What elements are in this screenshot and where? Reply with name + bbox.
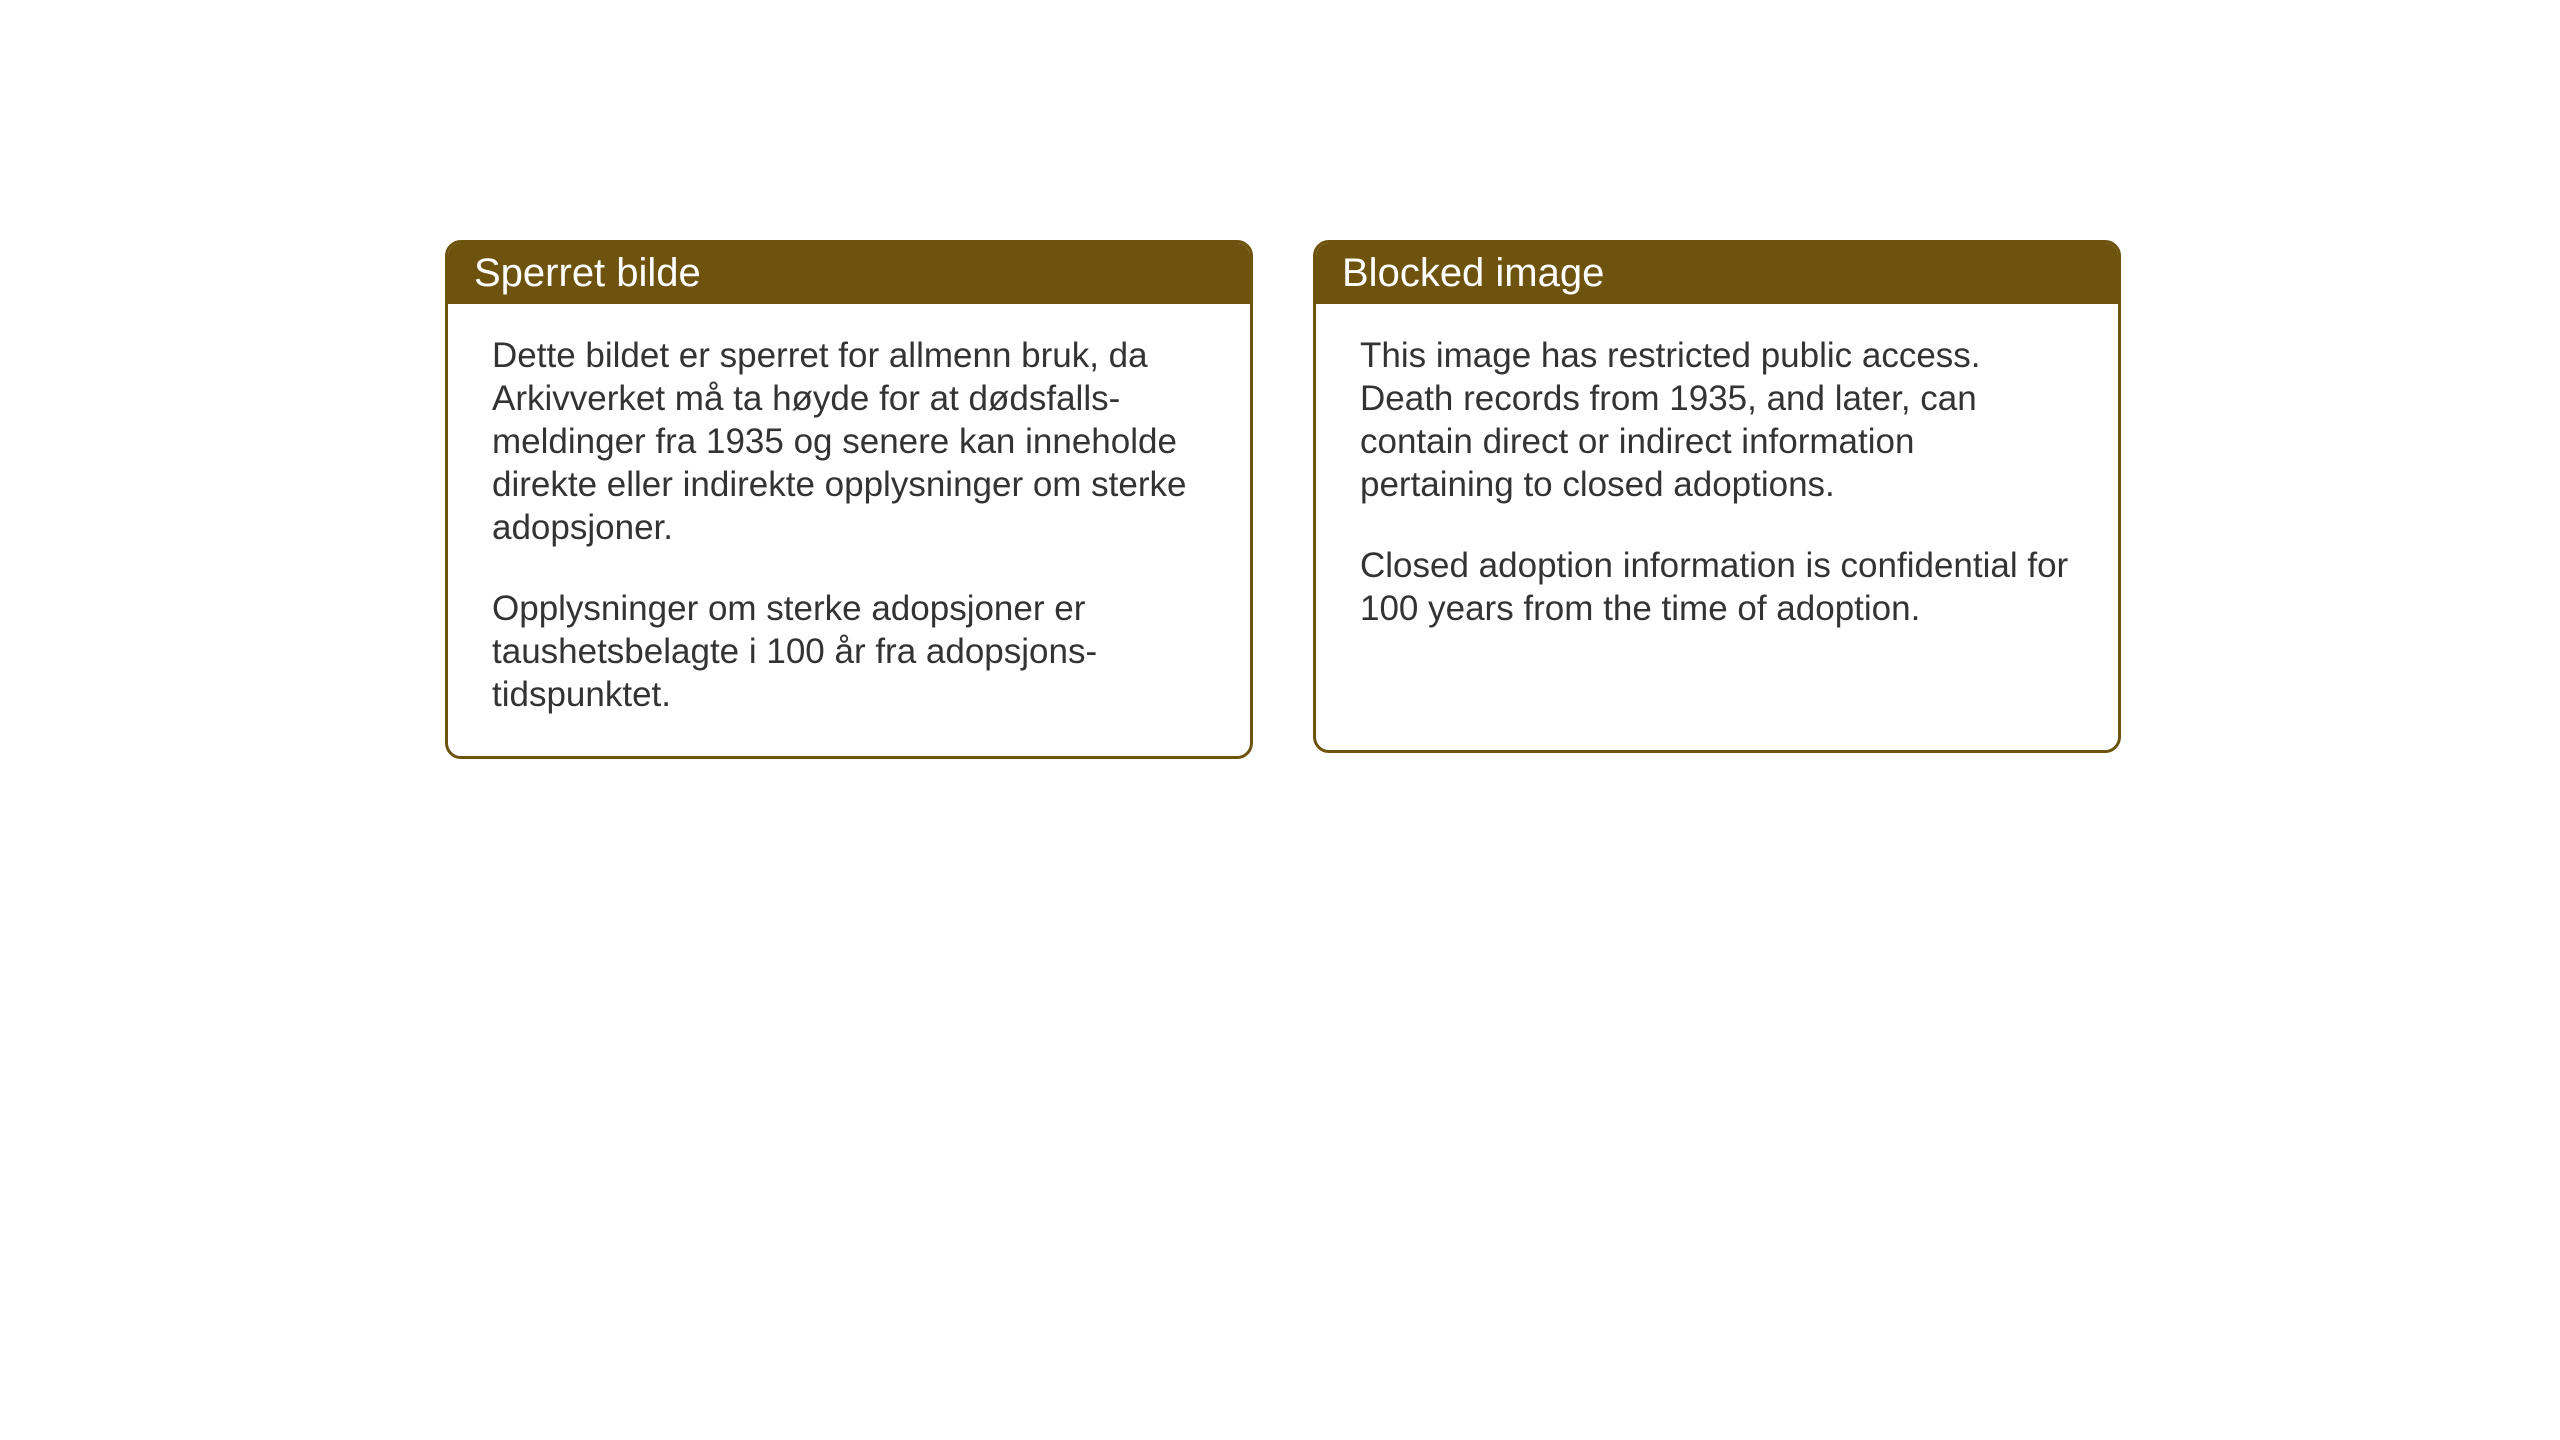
notice-header-norwegian: Sperret bilde [448, 243, 1250, 304]
notice-paragraph-2-norwegian: Opplysninger om sterke adopsjoner er tau… [492, 587, 1206, 716]
notice-body-english: This image has restricted public access.… [1316, 304, 2118, 670]
notice-title-norwegian: Sperret bilde [474, 251, 701, 295]
notice-box-english: Blocked image This image has restricted … [1313, 240, 2121, 753]
notice-body-norwegian: Dette bildet er sperret for allmenn bruk… [448, 304, 1250, 756]
notice-title-english: Blocked image [1342, 251, 1604, 295]
notice-paragraph-2-english: Closed adoption information is confident… [1360, 544, 2074, 630]
notice-paragraph-1-norwegian: Dette bildet er sperret for allmenn bruk… [492, 334, 1206, 549]
notice-header-english: Blocked image [1316, 243, 2118, 304]
notice-paragraph-1-english: This image has restricted public access.… [1360, 334, 2074, 506]
notice-box-norwegian: Sperret bilde Dette bildet er sperret fo… [445, 240, 1253, 759]
notice-container: Sperret bilde Dette bildet er sperret fo… [445, 240, 2121, 759]
